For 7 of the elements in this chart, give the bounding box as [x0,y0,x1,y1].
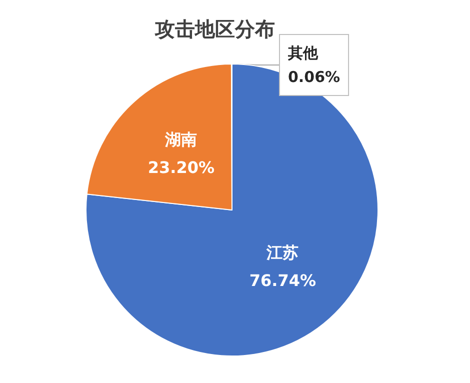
slice-label: 湖南 [164,130,198,149]
slice-label: 其他 [287,44,319,62]
slice-label: 江苏 [266,243,299,262]
chart-title: 攻击地区分布 [154,17,275,41]
data-label: 0.06% [288,68,340,86]
data-label: 76.74% [249,271,316,290]
data-label: 23.20% [148,158,214,177]
